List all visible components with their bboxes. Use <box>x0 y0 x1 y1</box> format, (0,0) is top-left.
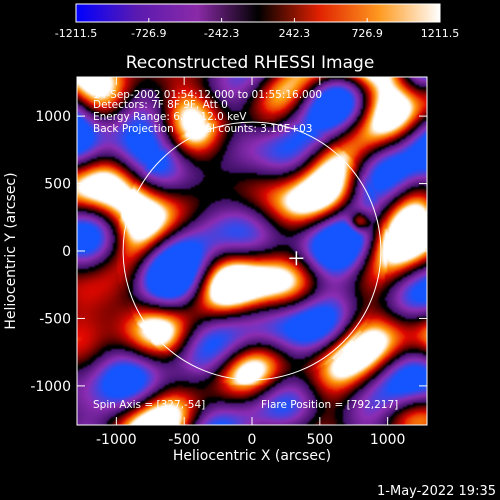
colorbar-tick-label: -242.3 <box>204 27 239 40</box>
plot-area: -1000 -500 0 500 1000 -1000 -500 0 500 1000 <box>30 76 428 448</box>
flare-position-label: Flare Position = [792,217] <box>261 399 398 411</box>
x-tick-label: -1000 <box>96 432 137 448</box>
spin-axis-marker <box>289 251 304 266</box>
colorbar-gradient <box>75 3 441 23</box>
colorbar-ticks: -1211.5 -726.9 -242.3 242.3 726.9 1211.5 <box>55 18 459 40</box>
x-tick-label: -500 <box>168 432 200 448</box>
colorbar-tick-label: -1211.5 <box>55 27 97 40</box>
colorbar-tick-label: -726.9 <box>131 27 166 40</box>
y-tick-label: -500 <box>39 311 71 327</box>
heatmap-image <box>77 77 427 425</box>
solar-limb <box>122 121 382 381</box>
axis-ticks: -1000 -500 0 500 1000 -1000 -500 0 500 1000 <box>30 77 427 448</box>
y-tick-label: 500 <box>44 177 71 193</box>
colorbar-tick-label: 242.3 <box>279 27 311 40</box>
y-axis-title: Heliocentric Y (arcsec) <box>3 172 19 329</box>
y-tick-label: 0 <box>62 244 71 260</box>
colorbar: -1211.5 -726.9 -242.3 242.3 726.9 1211.5 <box>55 3 459 40</box>
x-tick-label: 500 <box>306 432 333 448</box>
x-tick-label: 0 <box>248 432 257 448</box>
colorbar-tick-label: 726.9 <box>351 27 383 40</box>
footer-date: 1-May-2022 19:35 <box>377 484 496 499</box>
colorbar-tick-label: 1211.5 <box>421 27 460 40</box>
observation-info: 14-Sep-2002 01:54:12.000 to 01:55:16.000… <box>93 89 398 411</box>
y-tick-label: -1000 <box>30 379 71 395</box>
spin-axis-label: Spin Axis = [327,-54] <box>93 399 205 411</box>
info-detectors: Detectors: 7F 8F 9F, Att 0 <box>93 99 228 111</box>
x-axis-title: Heliocentric X (arcsec) <box>173 448 331 464</box>
y-tick-label: 1000 <box>35 109 71 125</box>
info-method-counts: Back Projection Total counts: 3.10E+03 <box>93 123 312 135</box>
x-tick-label: 1000 <box>370 432 406 448</box>
info-time-range: 14-Sep-2002 01:54:12.000 to 01:55:16.000 <box>93 89 322 101</box>
info-energy-range: Energy Range: 6.0 - 12.0 keV <box>93 111 247 123</box>
chart-title: Reconstructed RHESSI Image <box>126 53 375 73</box>
